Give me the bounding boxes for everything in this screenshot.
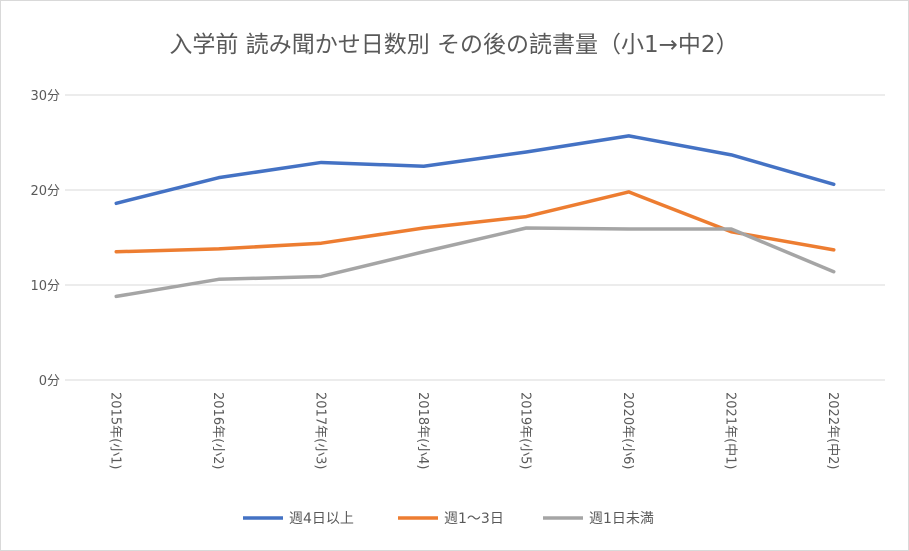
y-tick-label: 20分 <box>30 184 60 199</box>
x-tick-label: 2022年(中2) <box>825 392 840 470</box>
chart-title: 入学前 読み聞かせ日数別 その後の読書量（小1→中2） <box>169 32 738 58</box>
x-tick-label: 2020年(小6) <box>620 392 635 470</box>
x-tick-label: 2016年(小2) <box>210 392 225 470</box>
legend-label: 週1日未満 <box>589 511 654 527</box>
series-line-1 <box>114 190 836 254</box>
x-tick-label: 2018年(小4) <box>415 392 430 470</box>
legend-label: 週4日以上 <box>289 511 354 527</box>
x-tick-label: 2019年(小5) <box>517 392 532 470</box>
y-tick-label: 30分 <box>30 89 60 104</box>
series-line-0 <box>114 134 836 206</box>
x-tick-label: 2017年(小3) <box>312 392 327 470</box>
x-tick-label: 2015年(小1) <box>107 392 122 470</box>
x-tick-label: 2021年(中1) <box>722 392 737 470</box>
legend-label: 週1～3日 <box>444 511 504 527</box>
y-tick-label: 0分 <box>39 374 60 389</box>
series-line-2 <box>114 226 836 299</box>
y-tick-label: 10分 <box>30 279 60 294</box>
